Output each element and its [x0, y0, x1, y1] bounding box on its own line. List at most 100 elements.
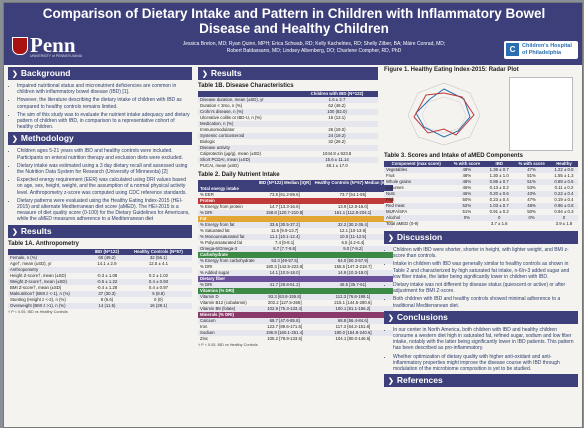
disease-characteristics-body: Disease duration, mean (±SD), yr 1.6 ± 2.…	[198, 97, 378, 169]
table-row: Short PCDAI, mean (±SD) 15.6 ± 11.14	[198, 157, 378, 163]
table-cell: 43%	[527, 191, 536, 196]
table-cell: Alcohol	[386, 215, 401, 220]
table-cell: 1044.8 ± 923.8	[322, 151, 352, 156]
table-row: % Added sugar 14.1 [10.5-18.0] 14.9 [10.3-…	[198, 270, 394, 276]
table-row: Calcium 68.7 [47.6-85.8] 68.8 [56.4-84.6]	[198, 318, 394, 324]
table-cell: -0.4 ± 1.28	[96, 284, 118, 290]
table-cell: % Energy from fat	[200, 222, 235, 227]
table-header: % with score	[513, 161, 550, 167]
table-cell: 0	[498, 215, 501, 220]
table-row: Vitamin B12 (cobalamin) 202.2 [127.5-266]…	[198, 300, 393, 306]
table-cell: Zinc	[200, 336, 209, 341]
table-cell: 5 (8.8)	[152, 290, 165, 296]
table-row: Height Z-score†, mean (±SD) -0.3 ± 1.08 0.…	[8, 273, 192, 279]
table-cell: % Saturated fat	[200, 228, 230, 233]
table-cell: 112.3 [76.8-198.1]	[335, 294, 371, 299]
table-cell: 14.9 [10.3-18.0]	[337, 270, 368, 275]
table-row: Protein	[198, 198, 394, 204]
table-cell: 0.11 ± 0.2	[554, 185, 574, 190]
table-row: Total aMED (0-9) 3.7 ± 1.6 3.9 ± 1.8	[384, 221, 578, 227]
poster: Penn UNIVERSITY of PENNSYLVANIA Comparis…	[3, 2, 583, 428]
table-row: Calprotectin (µg/g), mean (±SD) 1044.8 ± …	[198, 151, 378, 157]
list-item: In our center in North America, both chi…	[393, 327, 578, 352]
table-cell: 1.55 ± 1.3	[554, 173, 574, 178]
table-row: Legumes 45% 0.13 ± 0.2 53% 0.11 ± 0.2	[384, 185, 578, 191]
table-cell: 14 (11.5)	[98, 302, 116, 308]
chop-logo-text: Children's Hospital of Philadelphia	[522, 43, 578, 57]
table-cell: Systemic corticosteroid	[200, 133, 245, 138]
authors-line-1: Jessica Breton, MD; Ryan Quinn, MPH; Eri…	[182, 41, 446, 47]
table-cell: 0.91 ± 0.2	[489, 209, 509, 214]
table-cell: 0%	[463, 215, 470, 220]
table-cell: 16 (13.1)	[328, 115, 346, 120]
table-cell: Vitamin B9 (folate)	[200, 306, 236, 311]
table-row: Minerals (% DRI)	[198, 312, 394, 318]
table-cell: 0.86 ± 0.7	[489, 179, 509, 184]
table-cell: 37 (30.3)	[98, 290, 116, 296]
table-cell: 0.20 ± 0.6	[489, 191, 509, 196]
table-cell: Malnutrition† (BMI z <-1), n (%)	[10, 290, 70, 296]
table-cell: 54.0 [50.3-57.9]	[337, 258, 368, 263]
table-cell: PUCAI, mean (±SD)	[200, 163, 239, 168]
table-cell: 100.1 [81.1-156.2]	[335, 306, 371, 311]
table-cell: 8.7 [7.7-9.8]	[273, 246, 297, 251]
table-cell	[449, 221, 486, 227]
table-cell: 0.22 ± 0.4	[554, 191, 574, 196]
results-heading-mid: ❯ Results	[198, 67, 378, 80]
table-row: Vitamin B9 (folate) 102.9 [75.3-133.4] 100…	[198, 306, 394, 312]
table-cell: 1.22 ± 0.8	[554, 167, 574, 172]
table-cell: Dietary fiber	[200, 276, 226, 281]
table-cell: 0.94 ± 0.3	[554, 209, 574, 214]
table-header: Healthy Controls (N=57)	[124, 248, 192, 255]
table-cell: 0.19 ± 0.4	[554, 197, 574, 202]
methodology-heading: ❯ Methodology	[8, 132, 192, 146]
table-cell: Omega-6/Omega-3	[200, 246, 238, 251]
table-header	[8, 248, 90, 255]
table-1b-title: Table 1B. Disease Characteristics	[198, 83, 294, 89]
background-heading: ❯ Background	[8, 67, 192, 80]
table-cell: 202.2 [127.5-266]	[267, 300, 302, 305]
table-cell: Vitamin D	[200, 294, 219, 299]
table-cell: 0.23 ± 0.4	[489, 197, 509, 202]
table-cell: Calcium	[200, 318, 216, 323]
table-cell: 46%	[462, 191, 472, 196]
list-item: The aim of this study was to evaluate th…	[17, 112, 192, 131]
table-row: Disease activity	[198, 145, 378, 151]
table-cell: Fat	[200, 216, 207, 221]
table-row: Ulcerative colitis or IBD-U, n (%) 16 (13…	[198, 115, 378, 121]
table-cell: 50%	[462, 197, 472, 202]
table-cell: Fish	[386, 197, 395, 202]
table-row: Duration < 3mo, n (%) 62 (49.2)	[198, 103, 378, 109]
table-header: IBD	[485, 161, 514, 167]
table-cell: 1.03 ± 0.7	[489, 203, 509, 208]
table-cell: 8 (6.6)	[100, 296, 114, 302]
chop-logo: C Children's Hospital of Philadelphia	[504, 41, 578, 59]
penn-logo-text: Penn	[30, 33, 76, 57]
table-cell: Anthropometry	[10, 266, 39, 272]
nutrient-intake-table: IBD (N=122) Median [IQR] Healthy Control…	[198, 180, 394, 342]
table-row: Nuts 46% 0.20 ± 0.6 43% 0.22 ± 0.4	[384, 191, 578, 197]
table-cell: 45%	[462, 185, 472, 190]
penn-logo-sub: UNIVERSITY of PENNSYLVANIA	[30, 54, 83, 58]
table-cell: 52%	[462, 203, 472, 208]
table-row: Crohn's disease, n (%) 100 (82.0)	[198, 109, 378, 115]
table-header: % with score	[448, 161, 486, 167]
table-cell: 3.7 ± 1.6	[490, 221, 508, 226]
table-cell: Crohn's disease, n (%)	[200, 109, 244, 114]
table-cell: 93.3 [63.8-155.8]	[268, 294, 301, 299]
table-cell: % EER	[200, 192, 214, 197]
figure-1: Figure 1. Healthy Eating Index-2015: Rad…	[384, 67, 578, 153]
table-cell: 161.1 [112.8-204.1]	[334, 210, 372, 215]
table-cell: 11.6 [9.9-13.7]	[270, 228, 299, 233]
background-text: Impaired nutritional status and micronut…	[8, 83, 192, 130]
table-cell: Carbohydrate	[200, 252, 228, 257]
table-cell: 0.13 ± 0.2	[489, 185, 509, 190]
table-cell: 0.4 ± 0.97	[148, 284, 168, 290]
hei-score-legend	[509, 77, 573, 151]
table-cell: 51%	[462, 209, 472, 214]
table-cell: 180.3 [142.5-223.8]	[266, 264, 304, 269]
table-2-footnote: † P < 0.05, IBD vs Healthy Controls	[198, 343, 258, 347]
table-cell: % Polyunsaturated fat	[200, 240, 243, 245]
table-cell: 62 (49.2)	[328, 103, 346, 108]
table-cell: 155.5 [147.3-218.7]	[334, 264, 372, 269]
